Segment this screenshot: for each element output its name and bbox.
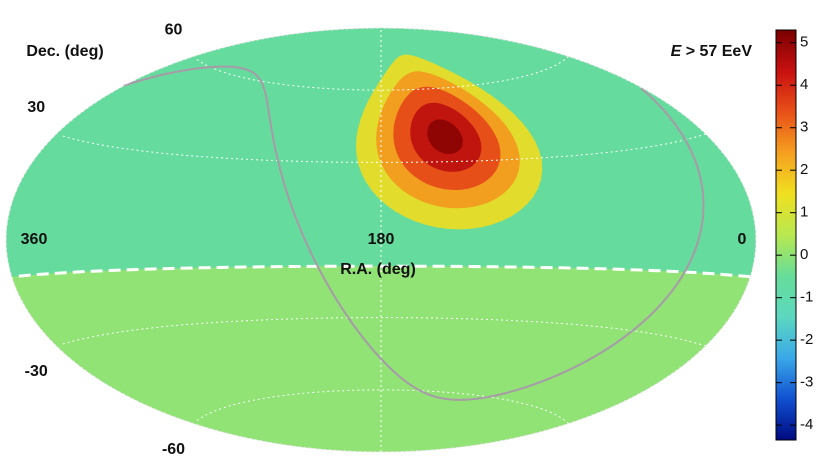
x-tick-label: 0	[738, 231, 747, 248]
y-tick-label: -60	[162, 441, 185, 454]
overlay	[5, 27, 757, 453]
colorbar-tick-label: 0	[800, 246, 808, 263]
grid-line	[59, 317, 706, 347]
x-tick-label: 180	[368, 231, 395, 248]
chart-title: E > 57 EeV	[671, 43, 753, 60]
title-text: > 57 EeV	[686, 43, 753, 60]
galactic-plane	[487, 87, 705, 399]
y-tick-label: 30	[27, 99, 45, 116]
grid-line	[59, 133, 706, 163]
colorbar-tick-label: 3	[800, 119, 808, 136]
colorbar-tick-label: 1	[800, 204, 808, 221]
hotspot-ring	[427, 119, 463, 154]
galactic-plane	[123, 65, 488, 401]
x-axis-label: R.A. (deg)	[340, 261, 416, 278]
y-tick-label: -30	[25, 363, 48, 380]
grid-line	[194, 56, 569, 91]
colorbar-tick-label: -3	[800, 374, 813, 391]
colorbar-tick-label: -2	[800, 331, 813, 348]
exposure-boundary	[16, 264, 751, 279]
sky-outline	[5, 27, 757, 453]
colorbar-tick-label: -4	[800, 416, 813, 433]
grid-line	[194, 389, 569, 424]
colorbar	[775, 29, 797, 441]
colorbar-tick-label: 5	[800, 34, 808, 51]
colorbar-tick-label: -1	[800, 289, 813, 306]
title-symbol: E	[671, 43, 683, 60]
colorbar-tick-label: 2	[800, 161, 808, 178]
y-tick-label: 60	[165, 22, 183, 39]
y-axis-label: Dec. (deg)	[26, 43, 103, 60]
x-tick-label: 360	[21, 231, 48, 248]
colorbar-tick-label: 4	[800, 76, 808, 93]
